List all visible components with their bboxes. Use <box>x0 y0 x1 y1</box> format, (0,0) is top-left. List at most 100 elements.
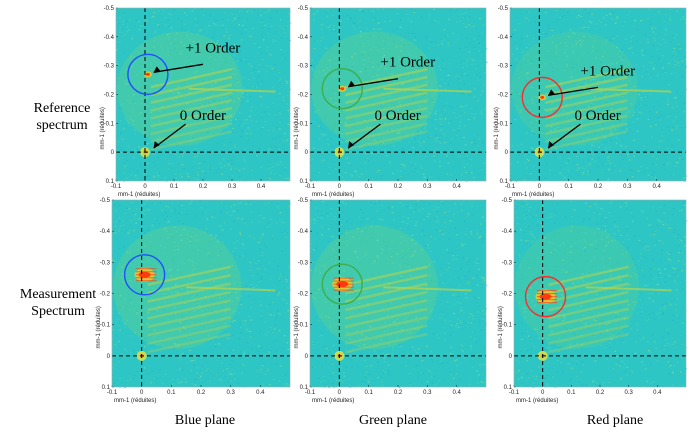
x-axis-title: mm-1 (réduites) <box>512 192 554 198</box>
horizontal-streak <box>188 87 276 93</box>
spectrum-panel-meas-blue: -0.1 0 0.1 0.2 0.3 0.4 -0.5 -0.4 -0.3 -0.2 -0.1 0 0.… <box>96 198 291 404</box>
x-tick-label: 0.3 <box>423 390 432 396</box>
fringe-bands <box>344 265 428 354</box>
y-tick-label: -0.1 <box>298 121 309 127</box>
zero-order-label: 0 Order <box>180 108 226 124</box>
first-order-circle <box>321 68 363 110</box>
row-label-measurement-line2: Spectrum <box>31 304 85 319</box>
row-label-reference-line1: Reference <box>33 101 91 116</box>
x-axis-title: mm-1 (réduites) <box>312 192 354 198</box>
y-tick-labels: -0.5 -0.4 -0.3 -0.2 -0.1 0 0.1 <box>498 6 512 185</box>
x-tick-label: 0 <box>338 390 342 396</box>
noise-texture <box>112 200 291 389</box>
fringe-bands <box>548 265 629 354</box>
x-tick-label: -0.1 <box>509 390 520 396</box>
x-tick-label: 0.4 <box>652 184 661 190</box>
noise-texture <box>310 8 488 182</box>
spectrum-plot-ref-green: -0.1 0 0.1 0.2 0.3 0.4 -0.5 -0.4 -0.3 -0.2 -0.1 0 0.… <box>294 6 488 198</box>
horizontal-streak <box>585 286 672 292</box>
x-tick-label: 0.1 <box>364 390 373 396</box>
y-tick-label: -0.5 <box>298 6 309 12</box>
first-order-spot <box>338 85 347 92</box>
spectrum-panel-meas-green: -0.1 0 0.1 0.2 0.3 0.4 -0.5 -0.4 -0.3 -0.2 -0.1 0 0.… <box>294 198 488 404</box>
x-tick-label: 0.2 <box>596 390 605 396</box>
y-tick-label: -0.1 <box>100 323 111 329</box>
x-tick-label: 0 <box>143 184 147 190</box>
spectrum-panel-ref-red: -0.1 0 0.1 0.2 0.3 0.4 -0.5 -0.4 -0.3 -0.2 -0.1 0 0.… <box>494 6 688 198</box>
x-tick-label: 0.1 <box>364 184 373 190</box>
first-order-circle <box>524 275 567 318</box>
y-tick-labels: -0.5 -0.4 -0.3 -0.2 -0.1 0 0.1 <box>502 198 516 391</box>
x-tick-label: -0.1 <box>111 184 122 190</box>
x-tick-label: 0 <box>338 184 342 190</box>
y-tick-label: -0.4 <box>298 229 309 235</box>
x-tick-label: 0.2 <box>394 184 403 190</box>
y-tick-label: -0.4 <box>502 229 513 235</box>
x-tick-labels: -0.1 0 0.1 0.2 0.3 0.4 <box>509 385 662 396</box>
spectrum-panel-ref-green: -0.1 0 0.1 0.2 0.3 0.4 -0.5 -0.4 -0.3 -0.2 -0.1 0 0.… <box>294 6 488 198</box>
y-tick-label: -0.2 <box>298 93 309 99</box>
y-tick-label: -0.4 <box>100 229 111 235</box>
first-order-label: +1 Order <box>580 63 635 79</box>
y-tick-label: -0.2 <box>502 292 513 298</box>
y-tick-label: -0.1 <box>502 323 513 329</box>
x-tick-label: 0.3 <box>226 390 235 396</box>
x-tick-label: 0.1 <box>564 184 573 190</box>
y-tick-label: -0.5 <box>502 198 513 204</box>
fringe-bands <box>150 67 233 151</box>
y-tick-label: 0.1 <box>106 179 115 185</box>
y-axis-title: mm-1 (réduites) <box>294 107 300 149</box>
column-label-red: Red plane <box>586 413 644 428</box>
x-axis-title: mm-1 (réduites) <box>516 398 558 404</box>
y-tick-label: -0.3 <box>298 64 309 70</box>
x-tick-label: 0.1 <box>567 390 576 396</box>
x-tick-label: 0.4 <box>653 390 662 396</box>
x-tick-label: 0.1 <box>170 184 179 190</box>
row-label-measurement: Measurement Spectrum <box>4 286 112 320</box>
spectrum-panel-ref-blue: -0.1 0 0.1 0.2 0.3 0.4 -0.5 -0.4 -0.3 -0.2 -0.1 0 0.… <box>100 6 292 198</box>
y-tick-label: -0.5 <box>100 198 111 204</box>
horizontal-streak <box>383 286 472 292</box>
y-tick-label: 0.1 <box>102 385 111 391</box>
x-tick-label: 0.4 <box>256 390 265 396</box>
x-tick-label: -0.1 <box>305 184 316 190</box>
x-tick-label: 0.3 <box>423 184 432 190</box>
y-tick-label: -0.3 <box>502 260 513 266</box>
column-label-green: Green plane <box>358 413 428 428</box>
zero-order-label: 0 Order <box>375 108 421 124</box>
first-order-label: +1 Order <box>186 40 241 56</box>
first-order-circle <box>123 254 166 296</box>
row-label-measurement-line1: Measurement <box>19 287 97 302</box>
first-order-circle <box>321 263 363 305</box>
x-tick-label: 0.4 <box>452 390 461 396</box>
y-tick-label: -0.2 <box>498 93 509 99</box>
column-label-blue: Blue plane <box>174 413 236 428</box>
first-order-spot <box>535 289 557 304</box>
x-tick-label: -0.1 <box>505 184 516 190</box>
horizontal-streak <box>383 87 472 93</box>
first-order-circle <box>127 53 169 96</box>
x-tick-label: 0.1 <box>167 390 176 396</box>
noise-texture <box>514 200 688 389</box>
spectrum-plot-ref-blue: -0.1 0 0.1 0.2 0.3 0.4 -0.5 -0.4 -0.3 -0.2 -0.1 0 0.… <box>100 6 292 198</box>
y-tick-label: 0 <box>111 150 115 156</box>
y-tick-label: -0.3 <box>104 64 115 70</box>
fringe-bands <box>147 265 231 354</box>
x-tick-label: -0.1 <box>305 390 316 396</box>
y-tick-label: -0.5 <box>104 6 115 12</box>
y-tick-label: 0.1 <box>500 179 509 185</box>
x-tick-label: 0.4 <box>257 184 266 190</box>
y-tick-label: 0 <box>505 150 509 156</box>
y-axis-title: mm-1 (réduites) <box>498 306 504 348</box>
y-tick-label: -0.4 <box>298 35 309 41</box>
plot-frame <box>513 199 687 388</box>
y-tick-label: 0.1 <box>300 179 309 185</box>
horizontal-streak <box>186 286 276 292</box>
order-annotations: +1 Order 0 Order <box>347 55 435 149</box>
y-tick-label: -0.2 <box>104 93 115 99</box>
first-order-label: +1 Order <box>380 55 435 71</box>
y-tick-label: 0 <box>107 354 111 360</box>
noise-texture <box>116 8 292 182</box>
x-tick-label: 0.2 <box>199 184 208 190</box>
x-tick-label: 0.2 <box>197 390 206 396</box>
